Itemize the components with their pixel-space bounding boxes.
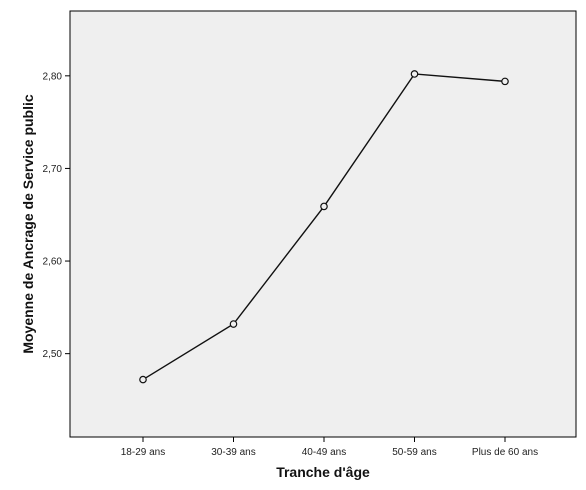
x-tick-label: Plus de 60 ans xyxy=(472,447,538,458)
y-tick-label: 2,60 xyxy=(43,257,63,268)
x-tick-label: 30-39 ans xyxy=(211,447,255,458)
x-axis-title: Tranche d'âge xyxy=(276,464,370,480)
x-axis-ticks: 18-29 ans 30-39 ans 40-49 ans 50-59 ans Plus… xyxy=(121,437,538,458)
y-axis-ticks: 2,50 2,60 2,70 2,80 xyxy=(43,71,70,360)
y-tick-label: 2,80 xyxy=(43,71,63,82)
data-point xyxy=(320,202,328,211)
data-point xyxy=(139,375,147,384)
data-point xyxy=(229,320,238,328)
plot-area xyxy=(69,10,577,438)
x-tick-label: 50-59 ans xyxy=(392,447,436,458)
x-tick-label: 18-29 ans xyxy=(121,447,165,458)
y-tick-label: 2,70 xyxy=(43,164,63,175)
series-layer xyxy=(139,70,509,384)
y-axis-title: Moyenne de Ancrage de Service public xyxy=(20,94,36,354)
data-point xyxy=(501,77,509,86)
x-tick-label: 40-49 ans xyxy=(302,447,346,458)
y-tick-label: 2,50 xyxy=(43,349,63,360)
data-point xyxy=(410,70,419,78)
